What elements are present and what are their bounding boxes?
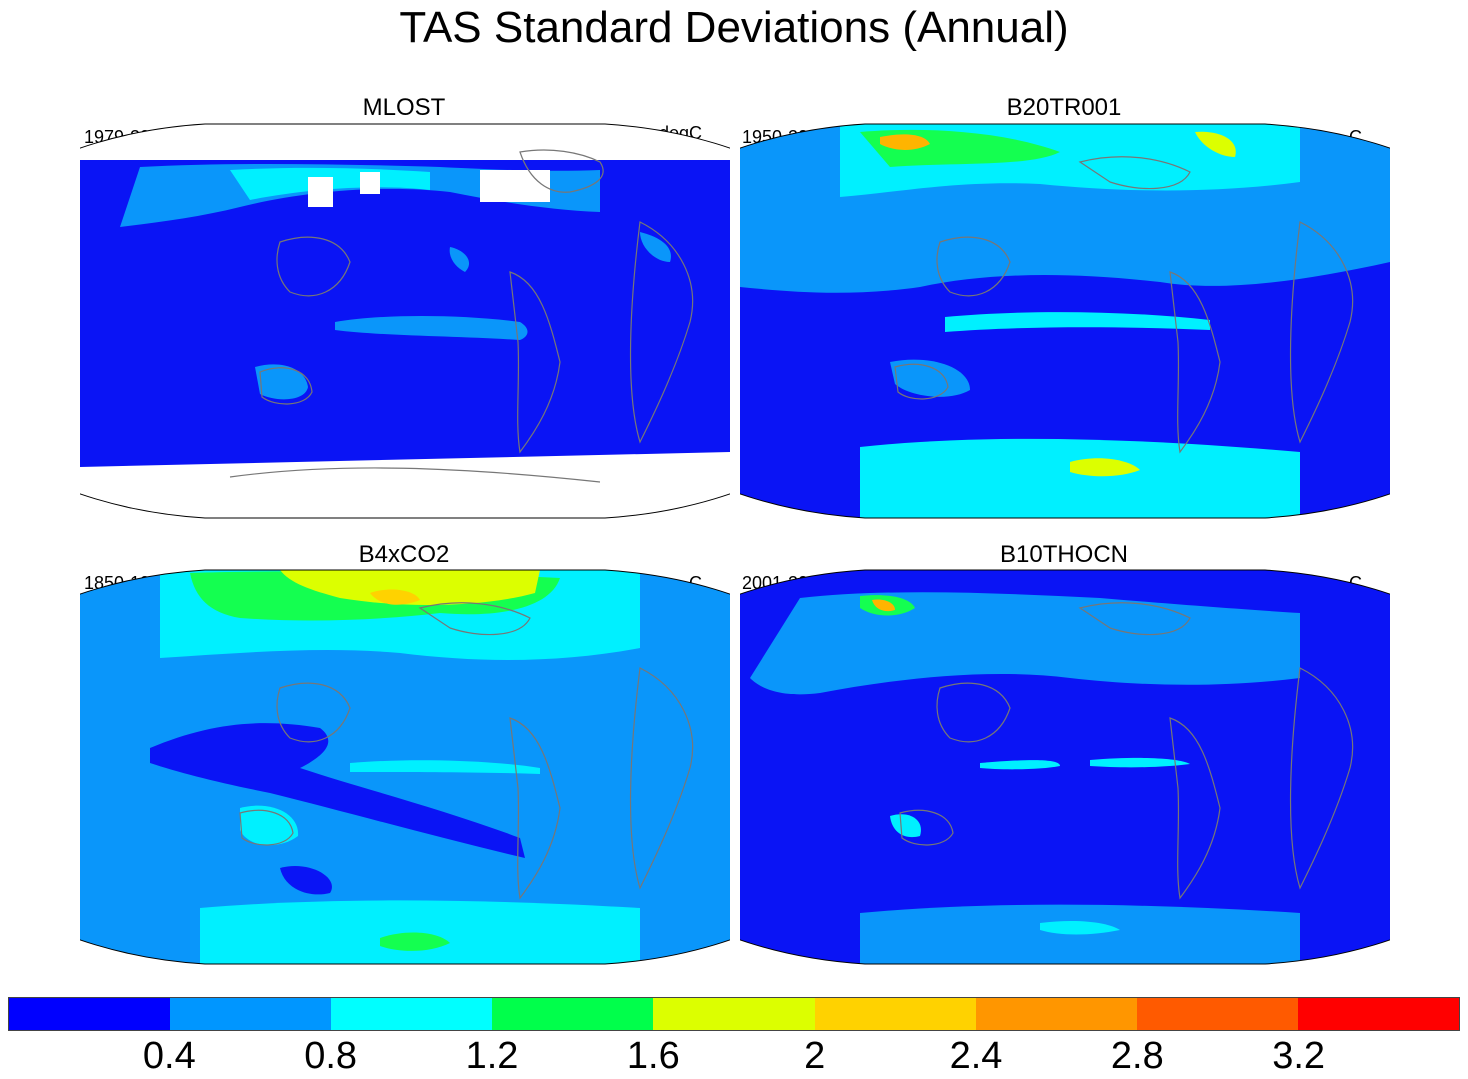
map-b10thocn [740, 569, 1390, 965]
colorbar [8, 997, 1460, 1031]
colorbar-box [492, 998, 654, 1030]
colorbar-box [170, 998, 332, 1030]
colorbar-box [9, 998, 171, 1030]
panel-title-b10thocn: B10THOCN [999, 541, 1129, 568]
colorbar-tick-label: 3.2 [1272, 1035, 1326, 1077]
colorbar-box [1297, 998, 1459, 1030]
colorbar-tick-label: 1.2 [465, 1035, 519, 1077]
colorbar-box [1136, 998, 1298, 1030]
colorbar-tick-label: 0.8 [304, 1035, 358, 1077]
colorbar-box [975, 998, 1137, 1030]
colorbar-tick-label: 2.4 [949, 1035, 1003, 1077]
panel-title-mlost: MLOST [362, 94, 446, 121]
panel-title-b4xco2: B4xCO2 [358, 541, 450, 568]
panel-title-b20tr001: B20TR001 [1006, 94, 1122, 121]
colorbar-box [331, 998, 493, 1030]
map-b20tr001 [740, 123, 1390, 519]
colorbar-tick-label: 0.4 [142, 1035, 196, 1077]
figure-title: TAS Standard Deviations (Annual) [399, 3, 1069, 52]
map-mlost [80, 123, 730, 519]
colorbar-box [653, 998, 815, 1030]
map-b4xco2 [80, 569, 730, 965]
colorbar-tick-label: 2 [804, 1035, 826, 1077]
colorbar-box [814, 998, 976, 1030]
colorbar-tick-label: 2.8 [1110, 1035, 1164, 1077]
colorbar-tick-label: 1.6 [626, 1035, 680, 1077]
